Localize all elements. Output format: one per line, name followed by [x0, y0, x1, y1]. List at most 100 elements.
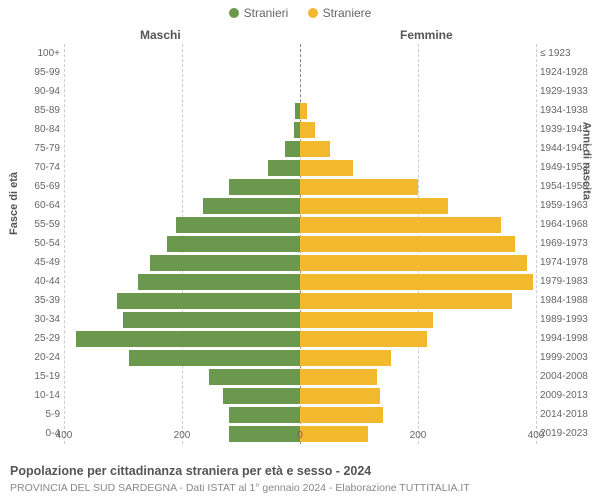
- pyramid-row: 40-441979-1983: [64, 272, 536, 291]
- x-axis: 4002000200400: [64, 428, 536, 446]
- pyramid-row: 60-641959-1963: [64, 196, 536, 215]
- pyramid-row: 85-891934-1938: [64, 101, 536, 120]
- y-axis-left-title: Fasce di età: [8, 172, 20, 235]
- age-label: 65-69: [20, 177, 60, 196]
- birth-year-label: 1969-1973: [540, 234, 598, 253]
- age-label: 50-54: [20, 234, 60, 253]
- bar-male: [223, 388, 300, 404]
- pyramid-row: 55-591964-1968: [64, 215, 536, 234]
- bar-male: [167, 236, 300, 252]
- bar-male: [229, 179, 300, 195]
- bar-female: [300, 236, 515, 252]
- birth-year-label: 1949-1953: [540, 158, 598, 177]
- bar-male: [209, 369, 300, 385]
- x-tick-label: 400: [56, 430, 73, 441]
- legend-item-female: Straniere: [308, 6, 372, 20]
- age-label: 5-9: [20, 405, 60, 424]
- bar-female: [300, 350, 391, 366]
- pyramid-row: 50-541969-1973: [64, 234, 536, 253]
- birth-year-label: 1944-1948: [540, 139, 598, 158]
- legend-label-female: Straniere: [323, 6, 372, 20]
- age-label: 20-24: [20, 348, 60, 367]
- bar-male: [285, 141, 300, 157]
- age-label: 35-39: [20, 291, 60, 310]
- age-label: 80-84: [20, 120, 60, 139]
- birth-year-label: 1954-1958: [540, 177, 598, 196]
- pyramid-row: 15-192004-2008: [64, 367, 536, 386]
- bar-male: [117, 293, 300, 309]
- x-tick-label: 0: [297, 430, 303, 441]
- legend-swatch-female: [308, 8, 318, 18]
- pyramid-row: 65-691954-1958: [64, 177, 536, 196]
- birth-year-label: ≤ 1923: [540, 44, 598, 63]
- birth-year-label: 1929-1933: [540, 82, 598, 101]
- pyramid-row: 35-391984-1988: [64, 291, 536, 310]
- x-tick-label: 400: [528, 430, 545, 441]
- birth-year-label: 1934-1938: [540, 101, 598, 120]
- bar-female: [300, 160, 353, 176]
- age-label: 70-74: [20, 158, 60, 177]
- column-header-male: Maschi: [140, 28, 181, 42]
- legend-swatch-male: [229, 8, 239, 18]
- birth-year-label: 1959-1963: [540, 196, 598, 215]
- bar-female: [300, 293, 512, 309]
- pyramid-row: 45-491974-1978: [64, 253, 536, 272]
- column-header-female: Femmine: [400, 28, 453, 42]
- birth-year-label: 1994-1998: [540, 329, 598, 348]
- legend: Stranieri Straniere: [0, 6, 600, 21]
- age-label: 90-94: [20, 82, 60, 101]
- bar-male: [76, 331, 300, 347]
- pyramid-row: 70-741949-1953: [64, 158, 536, 177]
- bar-male: [129, 350, 300, 366]
- bar-female: [300, 407, 383, 423]
- pyramid-row: 90-941929-1933: [64, 82, 536, 101]
- x-tick-label: 200: [174, 430, 191, 441]
- bar-female: [300, 217, 501, 233]
- bar-male: [268, 160, 300, 176]
- bar-female: [300, 312, 433, 328]
- birth-year-label: 1924-1928: [540, 63, 598, 82]
- bar-male: [123, 312, 300, 328]
- age-label: 10-14: [20, 386, 60, 405]
- bar-male: [138, 274, 300, 290]
- pyramid-row: 95-991924-1928: [64, 63, 536, 82]
- bar-female: [300, 331, 427, 347]
- legend-label-male: Stranieri: [244, 6, 289, 20]
- bar-male: [203, 198, 300, 214]
- birth-year-label: 2014-2018: [540, 405, 598, 424]
- bar-female: [300, 255, 527, 271]
- legend-item-male: Stranieri: [229, 6, 289, 20]
- birth-year-label: 1984-1988: [540, 291, 598, 310]
- x-tick-label: 200: [410, 430, 427, 441]
- birth-year-label: 1974-1978: [540, 253, 598, 272]
- bar-male: [150, 255, 300, 271]
- bar-female: [300, 274, 533, 290]
- age-label: 100+: [20, 44, 60, 63]
- pyramid-row: 75-791944-1948: [64, 139, 536, 158]
- chart-container: Stranieri Straniere Maschi Femmine Fasce…: [0, 0, 600, 500]
- pyramid-row: 20-241999-2003: [64, 348, 536, 367]
- bar-female: [300, 388, 380, 404]
- birth-year-label: 2004-2008: [540, 367, 598, 386]
- pyramid-rows: 100+≤ 192395-991924-192890-941929-193385…: [64, 44, 536, 443]
- pyramid-row: 80-841939-1943: [64, 120, 536, 139]
- bar-female: [300, 198, 448, 214]
- age-label: 85-89: [20, 101, 60, 120]
- birth-year-label: 2019-2023: [540, 424, 598, 443]
- bar-female: [300, 179, 418, 195]
- chart-title: Popolazione per cittadinanza straniera p…: [10, 464, 371, 478]
- chart-area: 100+≤ 192395-991924-192890-941929-193385…: [64, 44, 536, 444]
- age-label: 0-4: [20, 424, 60, 443]
- age-label: 15-19: [20, 367, 60, 386]
- bar-female: [300, 103, 307, 119]
- bar-male: [176, 217, 300, 233]
- birth-year-label: 1939-1943: [540, 120, 598, 139]
- bar-male: [229, 407, 300, 423]
- pyramid-row: 100+≤ 1923: [64, 44, 536, 63]
- bar-female: [300, 141, 330, 157]
- bar-female: [300, 369, 377, 385]
- chart-subtitle: PROVINCIA DEL SUD SARDEGNA - Dati ISTAT …: [10, 482, 470, 494]
- birth-year-label: 1964-1968: [540, 215, 598, 234]
- grid-line: [536, 44, 537, 444]
- age-label: 45-49: [20, 253, 60, 272]
